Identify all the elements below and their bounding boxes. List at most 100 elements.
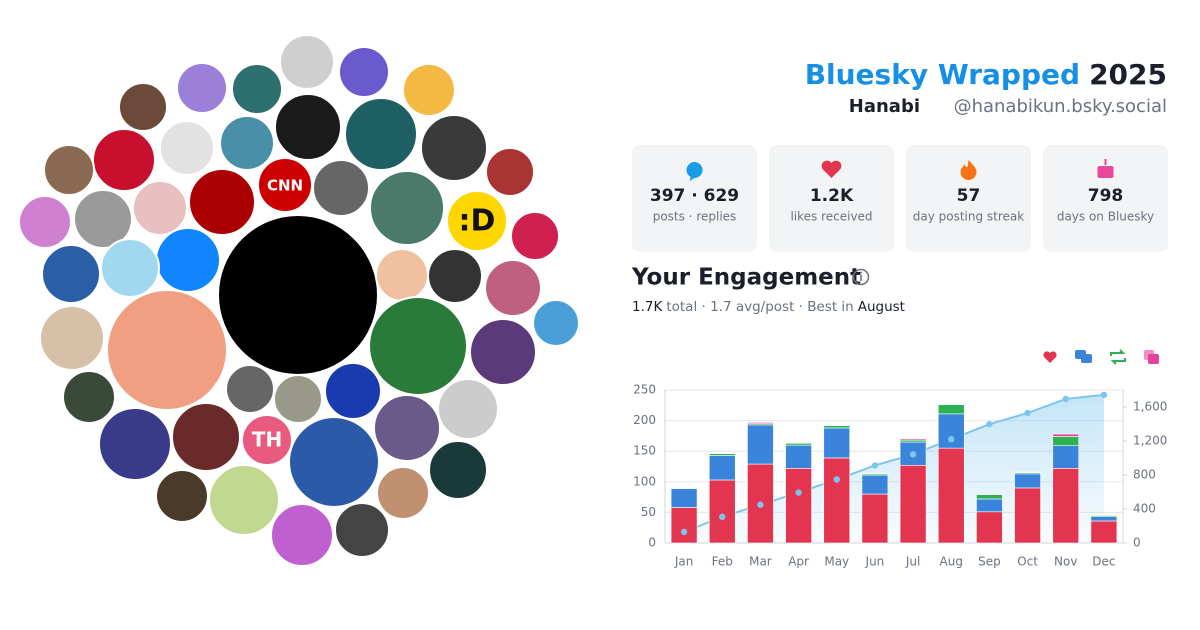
line-point [719, 513, 726, 521]
avatar [324, 362, 382, 420]
bar-segment [747, 424, 774, 465]
line-point [1024, 409, 1031, 417]
line-point [1062, 395, 1069, 403]
line-point [680, 528, 688, 536]
legend-replies[interactable] [1075, 350, 1092, 363]
bar-segment [823, 427, 851, 459]
legend-likes[interactable] [1043, 351, 1057, 363]
wrapped-title: Bluesky Wrapped 2025 [805, 58, 1167, 91]
avatar [132, 180, 188, 236]
bar-segment [937, 404, 965, 415]
x-tick-label: Feb [712, 555, 733, 569]
avatar [257, 157, 313, 213]
line-point [833, 476, 840, 483]
y-tick-label: 50 [641, 505, 656, 519]
line-point [986, 420, 993, 428]
bar-segment [670, 507, 698, 544]
x-tick-label: Aug [940, 555, 963, 569]
line-point [909, 451, 917, 458]
best-month: August [858, 299, 905, 315]
y2-tick-label: 800 [1133, 468, 1156, 482]
avatar-cluster: CNN :D TH [18, 34, 580, 567]
avatar [446, 190, 508, 252]
avatar [274, 93, 342, 161]
stat-value: 1.2K [810, 186, 854, 206]
bar-segment [976, 493, 1003, 495]
bar-segment [823, 425, 851, 429]
y-tick-label: 100 [633, 474, 656, 488]
avatar [270, 503, 334, 567]
avatar [532, 299, 580, 347]
avatar [375, 248, 429, 302]
stat-card-bg [769, 145, 894, 252]
avatar [155, 469, 209, 523]
bar-segment [785, 468, 812, 544]
stat-icon [1104, 159, 1107, 165]
bar-segment [1052, 445, 1080, 469]
x-tick-label: Apr [788, 555, 809, 569]
area [684, 394, 1104, 543]
stat-icon [686, 162, 703, 178]
avatar [484, 259, 542, 317]
total: 1.7K [632, 299, 663, 315]
x-tick-label: May [824, 555, 849, 569]
user-handle: @hanabikun.bsky.social [954, 96, 1167, 117]
stat-value: 57 [957, 186, 981, 206]
avatar [171, 402, 241, 472]
avatar-text: TH [252, 428, 282, 452]
legend [1043, 349, 1159, 365]
avatar [428, 440, 488, 500]
section-title: Your Engagement [631, 265, 861, 291]
x-tick-label: Nov [1054, 555, 1077, 569]
stats-row: 397 · 629 posts · replies 1.2K likes receiv… [632, 145, 1168, 252]
line-point [871, 462, 879, 469]
avatar-text: :D [459, 204, 496, 239]
avatar-text: CNN [267, 177, 303, 195]
bar-segment [976, 511, 1003, 544]
bar-segment [708, 479, 736, 544]
bar-segment [708, 452, 736, 454]
stat-label: days on Bluesky [1057, 210, 1154, 224]
engagement-chart: 0 50 100 150 200 250 0 400 800 1,200 1,600 Jan Feb Ma… [633, 383, 1167, 569]
avatar [188, 168, 256, 236]
x-tick-label: Jul [905, 555, 920, 569]
title-year: 2025 [1089, 58, 1167, 91]
avatar [279, 34, 335, 90]
avatar [344, 97, 418, 171]
info-icon[interactable] [852, 268, 870, 286]
x-tick-label: Dec [1092, 555, 1115, 569]
bar-segment [1014, 487, 1041, 544]
x-tick-label: Sep [978, 555, 1001, 569]
bar-segment [1090, 520, 1118, 544]
avatar [427, 248, 483, 304]
avatar [106, 289, 228, 411]
stat-label: posts · replies [653, 210, 737, 224]
stat-label: likes received [790, 210, 872, 224]
y2-tick-label: 1,200 [1133, 434, 1167, 448]
avatar [241, 414, 293, 466]
avatar [420, 114, 488, 182]
line-point [757, 501, 764, 508]
bar-segment [1052, 436, 1080, 446]
legend-quotes[interactable] [1144, 350, 1159, 364]
stat-value: 397 · 629 [650, 186, 739, 206]
avatar [334, 502, 390, 558]
bar-segment [823, 457, 851, 544]
avatar [18, 195, 72, 249]
avatar [159, 120, 215, 176]
y2-tick-label: 0 [1133, 536, 1141, 550]
legend-reposts[interactable] [1110, 349, 1126, 365]
bar-segment [785, 442, 812, 444]
bar-segment [708, 455, 736, 481]
avatar [41, 244, 101, 304]
bar-segment [1052, 468, 1080, 544]
stat-icon [1097, 166, 1114, 178]
x-tick-label: Oct [1017, 555, 1038, 569]
avatar [369, 170, 445, 246]
y-tick-label: 0 [648, 536, 656, 550]
avatar [273, 374, 323, 424]
avatar [39, 305, 105, 371]
engagement-summary: 1.7K total · 1.7 avg/post · Best in August [632, 299, 905, 315]
avatar [155, 227, 221, 293]
